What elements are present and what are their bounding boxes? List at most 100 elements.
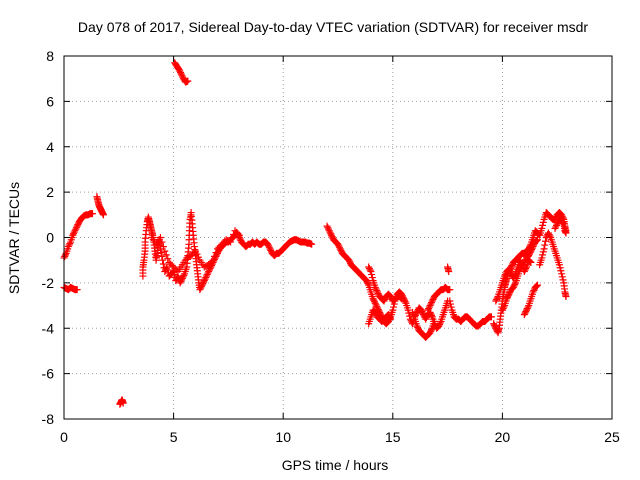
y-tick-label: -6 — [42, 366, 55, 382]
data-point — [337, 246, 345, 254]
data-point — [539, 251, 547, 259]
data-point — [387, 315, 395, 323]
data-point — [228, 234, 236, 242]
data-point — [194, 253, 202, 261]
data-point — [156, 234, 164, 241]
data-point — [209, 256, 217, 264]
data-point — [368, 274, 376, 282]
data-point — [419, 309, 427, 317]
data-point — [336, 245, 344, 253]
data-point — [65, 241, 73, 249]
data-point — [422, 315, 430, 323]
data-point — [447, 303, 455, 311]
data-point — [179, 273, 187, 281]
data-point — [428, 297, 436, 305]
data-point — [362, 277, 370, 285]
data-point — [193, 250, 201, 258]
data-point — [323, 222, 331, 230]
data-point — [72, 225, 80, 233]
data-point — [196, 286, 204, 294]
data-point — [535, 230, 543, 238]
data-point — [177, 69, 185, 77]
data-point — [163, 263, 171, 271]
data-point — [371, 308, 379, 316]
data-point — [530, 286, 538, 294]
axis-ticks — [63, 55, 613, 420]
data-point — [406, 312, 414, 320]
y-tick-label: -4 — [42, 320, 55, 336]
data-point — [205, 268, 213, 276]
data-point — [529, 243, 537, 251]
data-point — [176, 67, 184, 75]
data-point — [158, 252, 166, 260]
data-point — [422, 314, 430, 322]
data-point — [562, 229, 570, 237]
data-point — [541, 241, 549, 249]
data-point — [325, 227, 333, 235]
data-point — [192, 247, 200, 255]
data-point — [501, 271, 509, 279]
data-point — [88, 210, 96, 218]
data-point — [555, 261, 563, 269]
data-point — [70, 228, 78, 236]
data-point — [426, 302, 434, 310]
data-point — [266, 245, 274, 253]
data-point — [491, 323, 499, 331]
data-point — [519, 261, 527, 269]
data-point — [427, 310, 435, 318]
data-point — [199, 280, 207, 288]
data-point — [200, 278, 208, 286]
data-point — [335, 242, 343, 250]
x-axis-label: GPS time / hours — [282, 457, 389, 473]
data-point — [525, 250, 533, 258]
data-point — [61, 252, 69, 260]
data-point — [202, 274, 210, 282]
data-point — [428, 299, 436, 307]
data-point — [414, 323, 422, 331]
data-point — [227, 238, 235, 246]
data-point — [503, 295, 511, 303]
data-point — [367, 268, 375, 276]
data-point — [176, 279, 184, 287]
data-point — [264, 240, 272, 248]
data-point — [212, 249, 220, 257]
data-point — [562, 292, 570, 300]
data-point — [373, 286, 381, 294]
data-point — [556, 264, 564, 272]
data-point — [504, 292, 512, 300]
data-point — [427, 327, 435, 335]
y-tick-label: 0 — [46, 230, 54, 246]
data-point — [64, 243, 72, 251]
data-point — [61, 251, 69, 259]
data-point — [417, 306, 425, 314]
data-point — [523, 305, 531, 313]
x-tick-label: 0 — [60, 429, 68, 445]
data-point — [204, 269, 212, 277]
data-point — [538, 224, 546, 232]
data-point — [386, 314, 394, 322]
data-point — [366, 266, 374, 274]
data-point — [520, 260, 528, 268]
data-point — [528, 246, 536, 254]
data-point — [119, 399, 127, 407]
x-tick-label: 5 — [170, 429, 178, 445]
data-point — [372, 285, 380, 293]
data-point — [265, 242, 273, 250]
data-point — [493, 296, 501, 304]
data-point — [500, 303, 508, 311]
data-point — [544, 229, 552, 237]
data-point — [401, 298, 409, 306]
data-point — [558, 270, 566, 278]
data-point — [236, 235, 244, 243]
data-point — [235, 231, 243, 239]
data-point — [532, 283, 540, 291]
data-point — [559, 276, 567, 284]
data-point — [201, 275, 209, 283]
data-point — [424, 306, 432, 314]
data-point — [234, 230, 242, 238]
data-point — [265, 243, 273, 251]
data-point — [509, 283, 517, 291]
data-point — [505, 290, 513, 298]
data-point — [374, 289, 382, 297]
